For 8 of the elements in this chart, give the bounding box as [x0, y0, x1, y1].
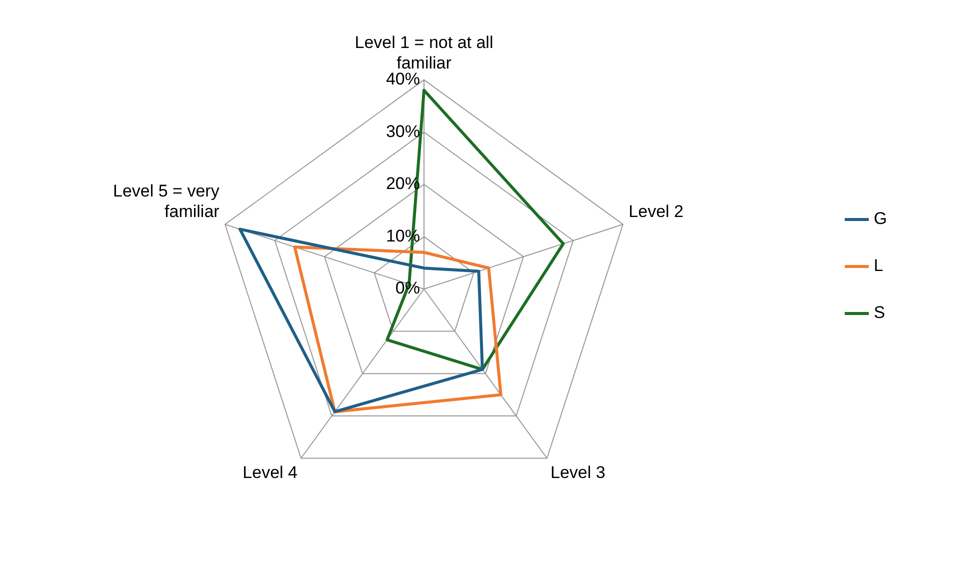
legend-label: S — [874, 303, 886, 322]
spoke-label: Level 4 — [242, 462, 298, 482]
legend-label: G — [874, 209, 888, 228]
spoke-label: Level 3 — [550, 462, 606, 482]
spoke-label: Level 2 — [628, 202, 684, 221]
spoke-label: Level 5 = very familiar — [113, 182, 220, 221]
y-tick-label: 30% — [386, 122, 420, 141]
legend-label: L — [874, 256, 884, 276]
